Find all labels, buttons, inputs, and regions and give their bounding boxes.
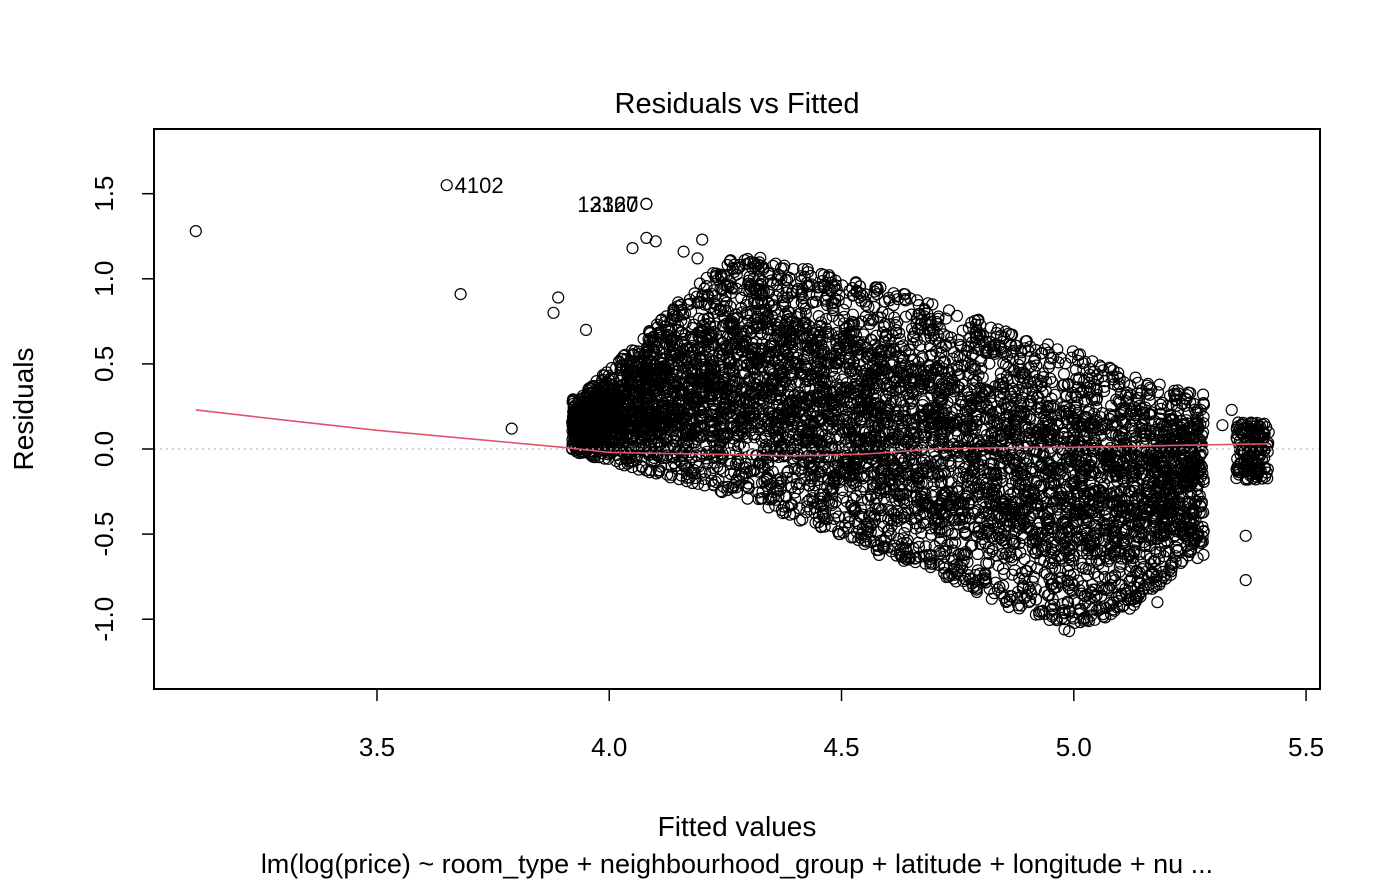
- data-point: [1126, 422, 1139, 435]
- data-point: [1036, 367, 1050, 380]
- data-point: [1002, 482, 1016, 496]
- data-point: [962, 322, 975, 335]
- data-point: [809, 295, 823, 308]
- points-layer: [189, 179, 1275, 638]
- data-point: [1029, 608, 1043, 621]
- data-point: [1080, 516, 1093, 530]
- data-point: [741, 492, 754, 505]
- data-point: [1153, 378, 1166, 391]
- data-point: [1057, 367, 1071, 381]
- data-point: [828, 370, 841, 383]
- data-point: [1016, 377, 1030, 390]
- data-point: [991, 323, 1005, 336]
- data-point: [847, 288, 860, 302]
- data-point: [1038, 586, 1051, 599]
- data-point: [979, 411, 993, 424]
- chart-title: Residuals vs Fitted: [615, 88, 860, 120]
- data-point: [859, 310, 872, 323]
- data-point: [801, 495, 814, 508]
- data-point: [992, 559, 1005, 572]
- data-point: [988, 532, 1001, 545]
- data-point: [950, 309, 964, 322]
- data-point: [781, 466, 794, 479]
- data-point: [1022, 595, 1036, 609]
- data-point: [956, 324, 969, 337]
- data-point: [935, 456, 949, 469]
- data-point: [1002, 327, 1016, 340]
- data-point: [780, 286, 793, 299]
- data-point: [836, 491, 849, 504]
